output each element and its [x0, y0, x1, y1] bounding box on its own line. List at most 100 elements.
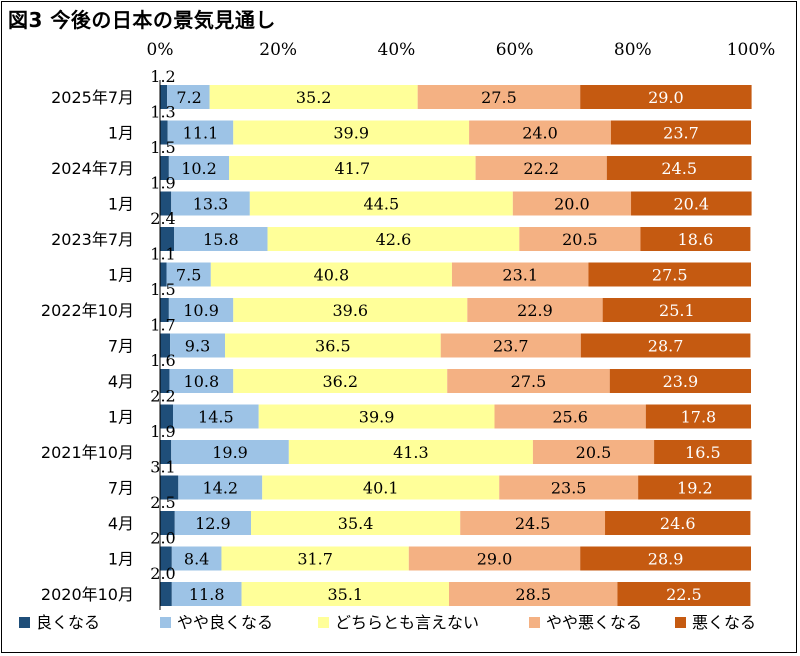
category-label: 1月	[108, 266, 134, 285]
data-label: 39.9	[333, 124, 369, 143]
data-label: 19.9	[212, 443, 248, 462]
bar-segment	[160, 546, 172, 571]
legend-label: やや良くなる	[177, 613, 273, 632]
category-label: 1月	[108, 124, 134, 143]
bar-segment	[512, 191, 632, 216]
data-label: 2.5	[150, 493, 175, 512]
bar-segment	[469, 120, 611, 145]
bar-segment	[532, 440, 655, 464]
data-label: 28.7	[648, 337, 684, 356]
bar-segment	[448, 582, 618, 606]
data-label: 1.7	[150, 316, 175, 335]
legend-swatch	[529, 617, 540, 628]
category-label: 2023年7月	[51, 230, 134, 249]
bar-segment	[447, 369, 610, 393]
data-label: 11.8	[189, 585, 225, 604]
bar-segment	[638, 475, 752, 500]
data-label: 2.2	[150, 387, 175, 406]
bar-segment	[417, 85, 581, 109]
data-label: 40.8	[314, 266, 350, 285]
bar-segment	[160, 582, 172, 606]
bar-segment	[160, 440, 172, 464]
bar-segment	[168, 156, 230, 180]
x-tick-label: 0%	[147, 40, 174, 60]
data-label: 28.5	[515, 585, 551, 604]
data-label: 20.5	[576, 443, 612, 462]
bar-segment	[258, 404, 495, 429]
data-label: 36.5	[315, 337, 351, 356]
bar-segment	[233, 369, 448, 393]
data-label: 42.6	[376, 230, 412, 249]
legend-label: 悪くなる	[692, 613, 756, 632]
bar-segment	[167, 85, 210, 109]
data-label: 19.2	[677, 479, 713, 498]
category-label: 2020年10月	[41, 585, 134, 604]
bar-segment	[169, 369, 234, 393]
bar-segment	[160, 156, 169, 180]
bar-segment	[580, 333, 751, 358]
data-label: 22.2	[523, 159, 559, 178]
bar-segment	[606, 156, 752, 180]
x-tick-label: 100%	[727, 40, 776, 60]
category-label: 2021年10月	[41, 443, 134, 462]
bar-segment	[451, 262, 589, 287]
bar-segment	[160, 85, 168, 109]
legend-swatch	[318, 617, 329, 628]
data-label: 1.9	[150, 174, 175, 193]
data-label: 28.9	[648, 550, 684, 569]
bar-segment	[170, 333, 226, 358]
category-label: 2024年7月	[51, 159, 134, 178]
data-label: 14.2	[202, 479, 238, 498]
category-label: 2022年10月	[41, 301, 134, 320]
data-label: 14.5	[198, 408, 234, 427]
bar-segment	[160, 191, 172, 216]
data-label: 23.7	[493, 337, 529, 356]
bar-segment	[440, 333, 581, 358]
data-label: 1.6	[150, 351, 175, 370]
legend-label: どちらとも言えない	[335, 613, 479, 632]
data-label: 10.9	[183, 301, 219, 320]
data-label: 27.5	[481, 88, 517, 107]
bar-segment	[209, 85, 418, 109]
bar-segment	[160, 262, 167, 287]
data-label: 24.6	[660, 514, 696, 533]
bar-segment	[210, 262, 452, 287]
bar-segment	[631, 191, 752, 216]
category-label: 1月	[108, 550, 134, 569]
data-label: 27.5	[511, 372, 547, 391]
data-label: 11.1	[183, 124, 219, 143]
data-label: 18.6	[678, 230, 714, 249]
bar-segment	[171, 440, 289, 464]
bar-segment	[171, 546, 222, 571]
bar-segment	[174, 227, 268, 251]
data-label: 31.7	[297, 550, 333, 569]
data-label: 35.1	[327, 585, 363, 604]
category-label: 7月	[108, 337, 134, 356]
data-label: 1.1	[150, 245, 175, 264]
data-label: 29.0	[648, 88, 684, 107]
legend-label: 良くなる	[36, 613, 100, 632]
bar-segment	[588, 262, 751, 287]
bar-segment	[617, 582, 751, 606]
data-label: 15.8	[203, 230, 239, 249]
data-label: 16.5	[685, 443, 721, 462]
bar-segment	[408, 546, 581, 571]
bar-segment	[609, 369, 751, 393]
bar-segment	[267, 227, 520, 251]
data-label: 44.5	[364, 195, 400, 214]
data-label: 1.2	[150, 67, 175, 86]
data-label: 12.9	[195, 514, 231, 533]
data-label: 39.9	[359, 408, 395, 427]
bar-segment	[249, 191, 513, 216]
x-tick-label: 60%	[496, 40, 534, 60]
bar-segment	[173, 404, 259, 429]
bar-segment	[475, 156, 607, 180]
bar-segment	[580, 546, 751, 571]
data-label: 40.1	[363, 479, 399, 498]
bar-segment	[160, 227, 175, 251]
category-label: 1月	[108, 408, 134, 427]
bar-segment	[494, 404, 646, 429]
bar-segment	[499, 475, 639, 500]
data-label: 41.3	[393, 443, 429, 462]
